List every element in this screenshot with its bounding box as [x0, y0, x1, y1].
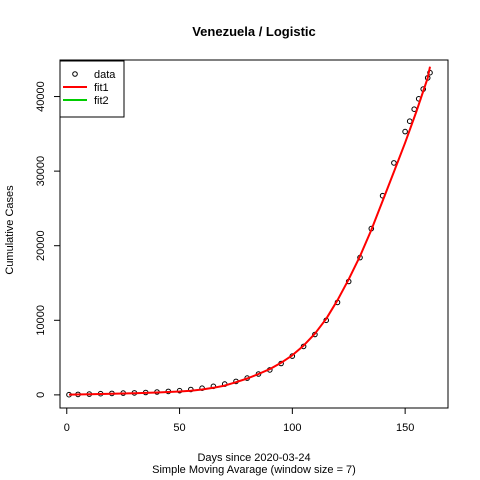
chart-title: Venezuela / Logistic	[192, 24, 316, 39]
x-tick-label: 150	[396, 422, 414, 434]
data-point	[402, 128, 408, 135]
legend-label-fit1: fit1	[94, 82, 109, 94]
x-axis: 0 50 100 150	[64, 408, 414, 434]
legend-symbol-data	[72, 71, 78, 77]
y-tick-label: 40000	[35, 81, 47, 112]
x-tick-label: 100	[283, 422, 301, 434]
data-series	[66, 66, 433, 398]
y-axis-label: Cumulative Cases	[4, 185, 16, 275]
legend-label-data: data	[94, 69, 116, 81]
y-tick-label: 10000	[35, 305, 47, 336]
x-tick-label: 0	[64, 422, 70, 434]
plot-frame	[59, 59, 449, 409]
y-tick-label: 30000	[35, 156, 47, 187]
x-tick-label: 50	[173, 422, 185, 434]
y-axis: 0 10000 20000 30000 40000	[35, 81, 60, 398]
series-line-fit1	[68, 66, 431, 396]
x-axis-sublabel: Simple Moving Avarage (window size = 7)	[152, 464, 356, 476]
y-tick-label: 20000	[35, 230, 47, 261]
y-tick-label: 0	[35, 392, 47, 398]
x-axis-label: Days since 2020-03-24	[197, 452, 310, 464]
plot-area	[59, 59, 449, 409]
data-point	[391, 160, 397, 166]
legend-label-fit2: fit2	[94, 95, 109, 107]
legend-box	[59, 60, 125, 118]
